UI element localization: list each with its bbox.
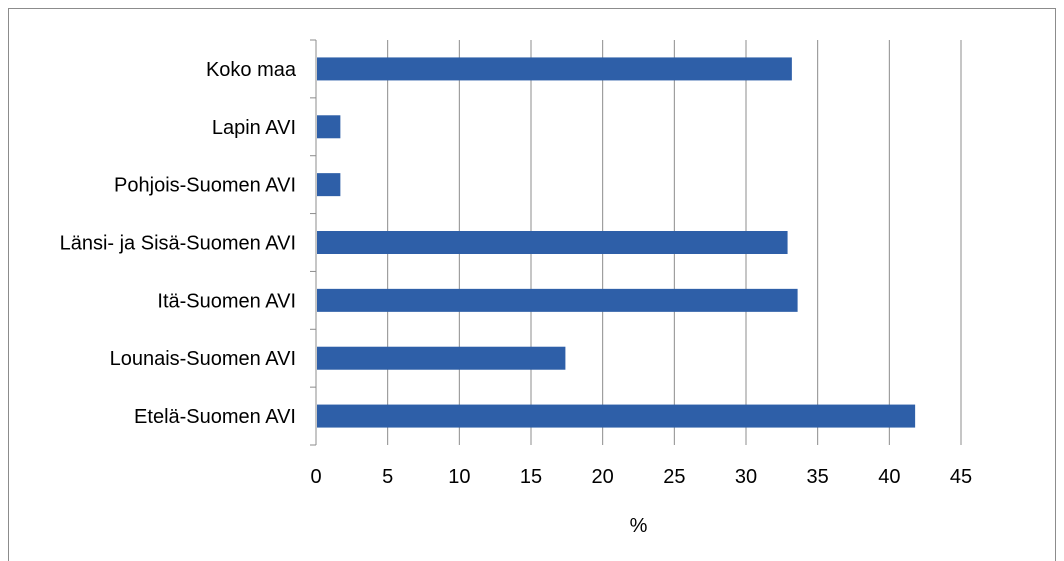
x-tick-label-10: 10 (448, 466, 470, 488)
bars (317, 57, 916, 428)
category-label-0: Koko maa (206, 59, 297, 81)
category-label-4: Itä-Suomen AVI (157, 290, 296, 312)
category-label-3: Länsi- ja Sisä-Suomen AVI (60, 233, 296, 255)
y-tick-marks (310, 39, 316, 446)
bar-6 (317, 404, 916, 428)
bar-3 (317, 231, 788, 254)
bar-2 (317, 173, 341, 197)
category-label-1: Lapin AVI (212, 117, 296, 139)
bar-1 (317, 115, 341, 139)
category-label-2: Pohjois-Suomen AVI (114, 175, 296, 197)
x-tick-label-35: 35 (807, 466, 829, 488)
bar-0 (317, 57, 792, 81)
category-labels: Koko maa Lapin AVI Pohjois-Suomen AVI Länsi… (60, 59, 297, 428)
x-tick-label-40: 40 (878, 466, 900, 488)
x-tick-label-45: 45 (950, 466, 972, 488)
x-axis-label: % (630, 515, 648, 537)
x-tick-label-15: 15 (520, 466, 542, 488)
bar-4 (317, 288, 798, 312)
x-tick-label-20: 20 (592, 466, 614, 488)
x-tick-label-5: 5 (382, 466, 393, 488)
x-tick-labels: 0 5 10 15 20 25 30 35 40 45 (310, 466, 972, 488)
chart-frame (8, 8, 1056, 561)
x-tick-label-25: 25 (663, 466, 685, 488)
x-tick-label-0: 0 (310, 466, 321, 488)
category-label-5: Lounais-Suomen AVI (110, 348, 296, 370)
x-tick-label-30: 30 (735, 466, 757, 488)
category-label-6: Etelä-Suomen AVI (134, 406, 296, 428)
bar-5 (317, 346, 566, 370)
